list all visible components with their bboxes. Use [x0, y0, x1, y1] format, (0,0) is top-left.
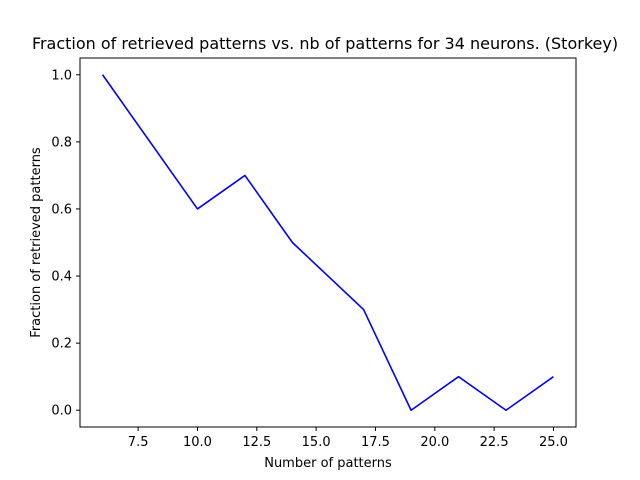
y-tick-label: 0.4	[51, 270, 72, 285]
y-tick-label: 0.8	[51, 135, 72, 150]
series-line	[101, 74, 554, 412]
x-tick-label: 10.0	[183, 435, 212, 450]
y-axis: 0.0 0.2 0.4 0.6 0.8 1.0	[51, 68, 80, 419]
x-axis-label: Number of patterns	[264, 456, 392, 471]
plot-frame	[79, 57, 577, 428]
x-tick-label: 22.5	[480, 435, 509, 450]
x-tick-label: 12.5	[242, 435, 271, 450]
y-axis-label: Fraction of retrieved patterns	[29, 147, 44, 338]
x-tick-label: 15.0	[302, 435, 331, 450]
y-tick-label: 0.6	[51, 202, 72, 217]
series-group	[101, 74, 554, 412]
y-tick-label: 0.0	[51, 404, 72, 419]
x-tick-label: 20.0	[420, 435, 449, 450]
x-tick-label: 25.0	[539, 435, 568, 450]
y-tick-label: 1.0	[51, 68, 72, 83]
x-tick-label: 7.5	[128, 435, 149, 450]
chart-title: Fraction of retrieved patterns vs. nb of…	[32, 34, 618, 53]
x-tick-label: 17.5	[361, 435, 390, 450]
x-axis: 7.5 10.0 12.5 15.0 17.5 20.0 22.5 25.0	[128, 427, 568, 450]
y-tick-label: 0.2	[51, 337, 72, 352]
